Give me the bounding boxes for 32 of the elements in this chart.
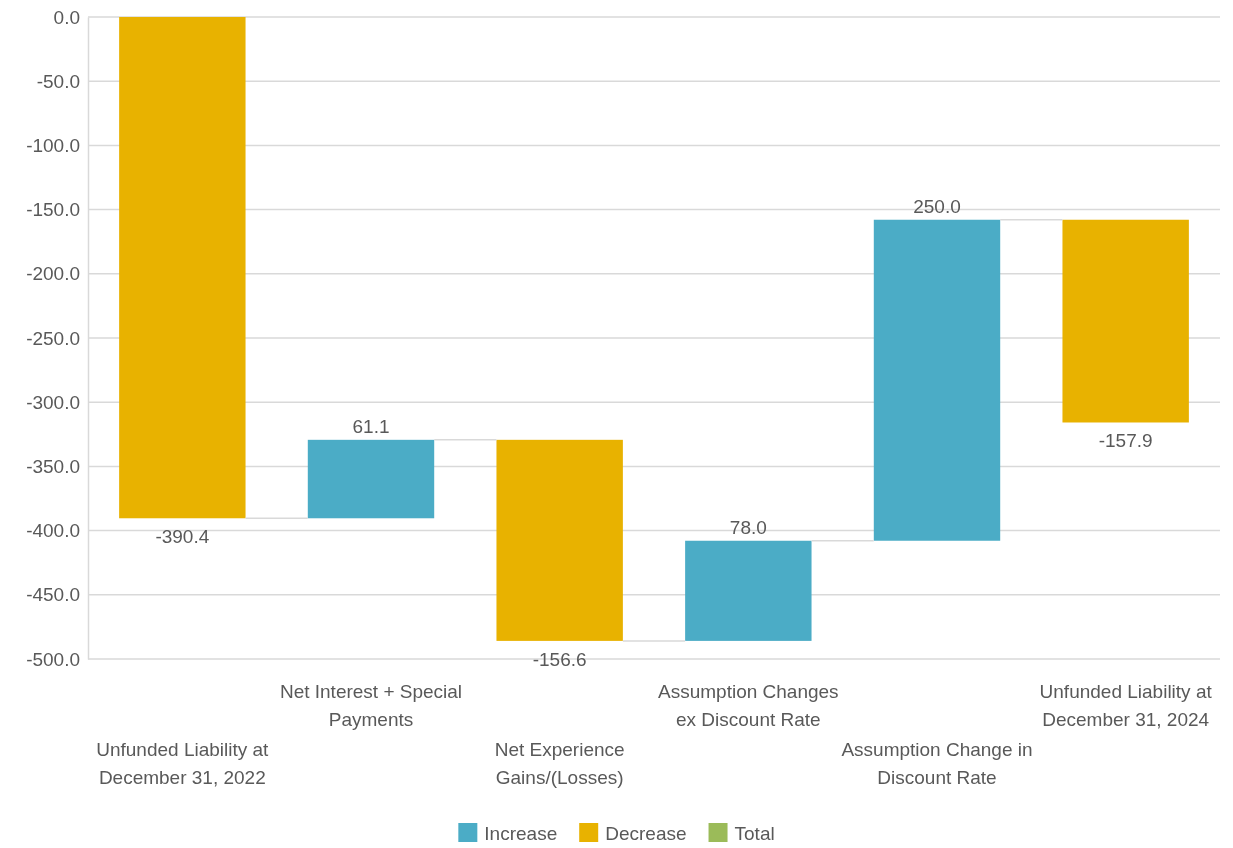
data-label: 250.0	[913, 195, 961, 217]
legend-label: Decrease	[605, 823, 687, 844]
bar	[873, 219, 1001, 541]
data-label: 61.1	[352, 415, 390, 437]
y-tick-label: -450.0	[26, 584, 80, 606]
bar	[685, 540, 812, 641]
bar	[1062, 219, 1189, 423]
data-label: 78.0	[729, 516, 767, 538]
y-tick-label: 0.0	[53, 6, 80, 28]
x-tick-label: Net Experience Gains/(Losses)	[494, 739, 625, 788]
bar	[496, 439, 623, 641]
x-tick-label: Net Interest + Special Payments	[279, 681, 463, 730]
y-tick-label: -350.0	[26, 455, 80, 477]
y-tick-label: -400.0	[26, 520, 80, 542]
bar	[307, 439, 435, 519]
legend-label: Increase	[484, 823, 558, 844]
x-tick-label: Assumption Changes ex Discount Rate	[658, 681, 839, 730]
x-tick-label: Assumption Change in Discount Rate	[841, 739, 1033, 788]
y-tick-label: -200.0	[26, 263, 80, 285]
y-tick-label: -150.0	[26, 199, 80, 221]
y-tick-label: -500.0	[26, 648, 80, 670]
data-label: -390.4	[155, 526, 210, 548]
y-tick-label: -50.0	[36, 70, 80, 92]
bar	[119, 17, 246, 519]
y-tick-label: -250.0	[26, 327, 80, 349]
legend-label: Total	[734, 823, 775, 844]
y-tick-label: -100.0	[26, 134, 80, 156]
x-tick-label: Unfunded Liability at December 31, 2022	[96, 739, 270, 788]
y-tick-label: -300.0	[26, 391, 80, 413]
x-tick-label: Unfunded Liability at December 31, 2024	[1039, 681, 1213, 730]
data-label: -156.6	[532, 648, 587, 670]
data-label: -157.9	[1098, 430, 1153, 452]
